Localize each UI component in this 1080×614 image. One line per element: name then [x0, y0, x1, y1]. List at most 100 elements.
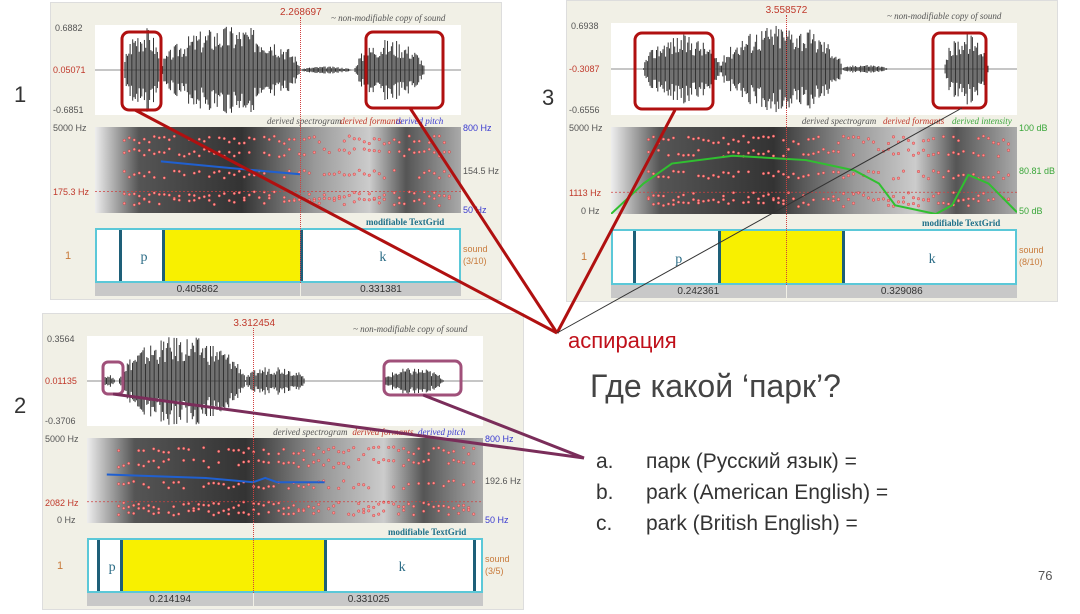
answer-item: b. park (American English) = [596, 481, 889, 504]
tier-name: sound [463, 243, 488, 254]
waveform[interactable] [95, 25, 461, 115]
answer-item: a. парк (Русский язык) = [596, 450, 857, 473]
tier-name: sound [485, 553, 510, 564]
interval-boundary[interactable] [120, 540, 124, 591]
waveform[interactable] [611, 23, 1017, 115]
question-title: Где какой ‘парк’? [590, 368, 841, 404]
praat-window-3: 3.558572 ~ non-modifiable copy of sound 0.… [566, 0, 1058, 302]
right-axis-mid: 154.5 Hz [463, 165, 500, 176]
right-axis-mid: 80.81 dB [1019, 166, 1056, 177]
tier-count: (8/10) [1019, 257, 1043, 267]
selected-interval[interactable] [162, 230, 300, 281]
slide-number: 76 [1038, 568, 1053, 583]
panel-number: 3 [542, 85, 555, 110]
cursor-line [253, 328, 255, 593]
tier-count: (3/10) [463, 255, 487, 266]
right-axis-top: 800 Hz [485, 434, 514, 444]
praat-window-1: 2.268697 ~ non-modifiable copy of sound 0.… [50, 2, 502, 300]
selected-interval[interactable] [120, 540, 325, 591]
segment-label-k[interactable]: k [928, 251, 936, 267]
formants-legend: derived formants [340, 116, 402, 126]
spectrogram-legend: derived spectrogram [273, 427, 348, 437]
segment-label-p[interactable]: p [108, 560, 116, 576]
cursor-line [299, 17, 301, 283]
interval-boundary[interactable] [473, 540, 477, 591]
right-axis-bottom: 50 dB [1019, 206, 1043, 216]
pitch-legend: derived pitch [418, 427, 466, 437]
cursor-line [785, 15, 787, 285]
interval-boundary[interactable] [162, 230, 166, 281]
praat-window-2: 3.312454 ~ non-modifiable copy of sound 0.… [42, 313, 524, 610]
cursor-time: 2.268697 [279, 7, 322, 18]
freq-cursor: 1113 Hz [569, 187, 602, 198]
right-axis-top: 100 dB [1019, 123, 1048, 133]
interval-boundary[interactable] [96, 540, 100, 591]
duration-right[interactable]: 0.329086 [786, 285, 1017, 298]
spectrogram[interactable] [95, 127, 461, 213]
tier-number: 1 [65, 249, 72, 262]
amp-min: -0.3706 [45, 416, 76, 426]
amp-cursor: -0.3087 [569, 64, 600, 74]
textgrid-title: modifiable TextGrid [922, 218, 1001, 228]
answer-item: c. park (British English) = [596, 512, 858, 535]
segment-label-p[interactable]: p [140, 250, 148, 266]
spectrogram[interactable] [87, 438, 483, 523]
textgrid-tier[interactable]: p k [87, 538, 483, 593]
amp-max: 0.6882 [55, 23, 83, 33]
freq-cursor: 2082 Hz [45, 497, 79, 508]
right-axis-bottom: 50 Hz [485, 515, 509, 525]
textgrid-tier[interactable]: p k [95, 228, 461, 283]
duration-right[interactable]: 0.331381 [300, 283, 461, 296]
pitch-legend: derived intensity [952, 116, 1012, 126]
sound-title: ~ non-modifiable copy of sound [887, 11, 1002, 21]
right-axis-bottom: 50 Hz [463, 205, 487, 215]
tier-number: 1 [581, 251, 588, 263]
amp-cursor: 0.05071 [53, 65, 86, 75]
interval-boundary[interactable] [717, 231, 721, 283]
panel-number: 2 [14, 393, 27, 418]
spectrogram-legend: derived spectrogram [267, 116, 342, 126]
freq-max: 5000 Hz [45, 434, 79, 444]
freq-min: 0 Hz [581, 206, 600, 216]
duration-left[interactable]: 0.405862 [95, 283, 300, 296]
tier-name: sound [1019, 245, 1044, 255]
tier-number: 1 [57, 559, 64, 572]
textgrid-title: modifiable TextGrid [366, 217, 445, 227]
pitch-legend: derived pitch [396, 116, 444, 126]
amp-max: 0.3564 [47, 334, 75, 344]
textgrid-tier[interactable]: p k [611, 229, 1017, 285]
amp-cursor: 0.01135 [45, 376, 77, 386]
freq-min: 0 Hz [57, 515, 76, 525]
sound-title: ~ non-modifiable copy of sound [353, 324, 468, 334]
segment-label-p[interactable]: p [675, 251, 683, 267]
textgrid-title: modifiable TextGrid [388, 527, 467, 537]
duration-right[interactable]: 0.331025 [254, 593, 483, 606]
panel-number: 1 [14, 82, 27, 107]
sound-title: ~ non-modifiable copy of sound [331, 13, 446, 23]
amp-min: -0.6851 [53, 105, 84, 115]
segment-label-k[interactable]: k [379, 250, 387, 266]
freq-max: 5000 Hz [569, 123, 603, 133]
segment-label-k[interactable]: k [398, 560, 406, 576]
right-axis-mid: 192.6 Hz [485, 476, 522, 487]
interval-boundary[interactable] [633, 231, 637, 283]
spectrogram[interactable] [610, 127, 1018, 216]
aspiration-label: аспирация [568, 328, 677, 353]
amp-max: 0.6938 [571, 21, 599, 31]
tier-count: (3/5) [485, 565, 504, 576]
interval-boundary[interactable] [842, 231, 846, 283]
freq-max: 5000 Hz [53, 123, 87, 133]
waveform[interactable] [87, 336, 483, 426]
interval-boundary[interactable] [324, 540, 328, 591]
freq-cursor: 175.3 Hz [53, 187, 90, 198]
duration-left[interactable]: 0.214194 [87, 593, 254, 606]
right-axis-top: 800 Hz [463, 123, 492, 133]
cursor-time: 3.558572 [765, 5, 808, 16]
duration-left[interactable]: 0.242361 [611, 285, 786, 298]
formants-legend: derived formants [352, 427, 414, 437]
interval-boundary[interactable] [118, 230, 122, 281]
selected-interval[interactable] [717, 231, 843, 283]
amp-min: -0.6556 [569, 105, 600, 115]
formants-legend: derived formants [883, 116, 945, 126]
